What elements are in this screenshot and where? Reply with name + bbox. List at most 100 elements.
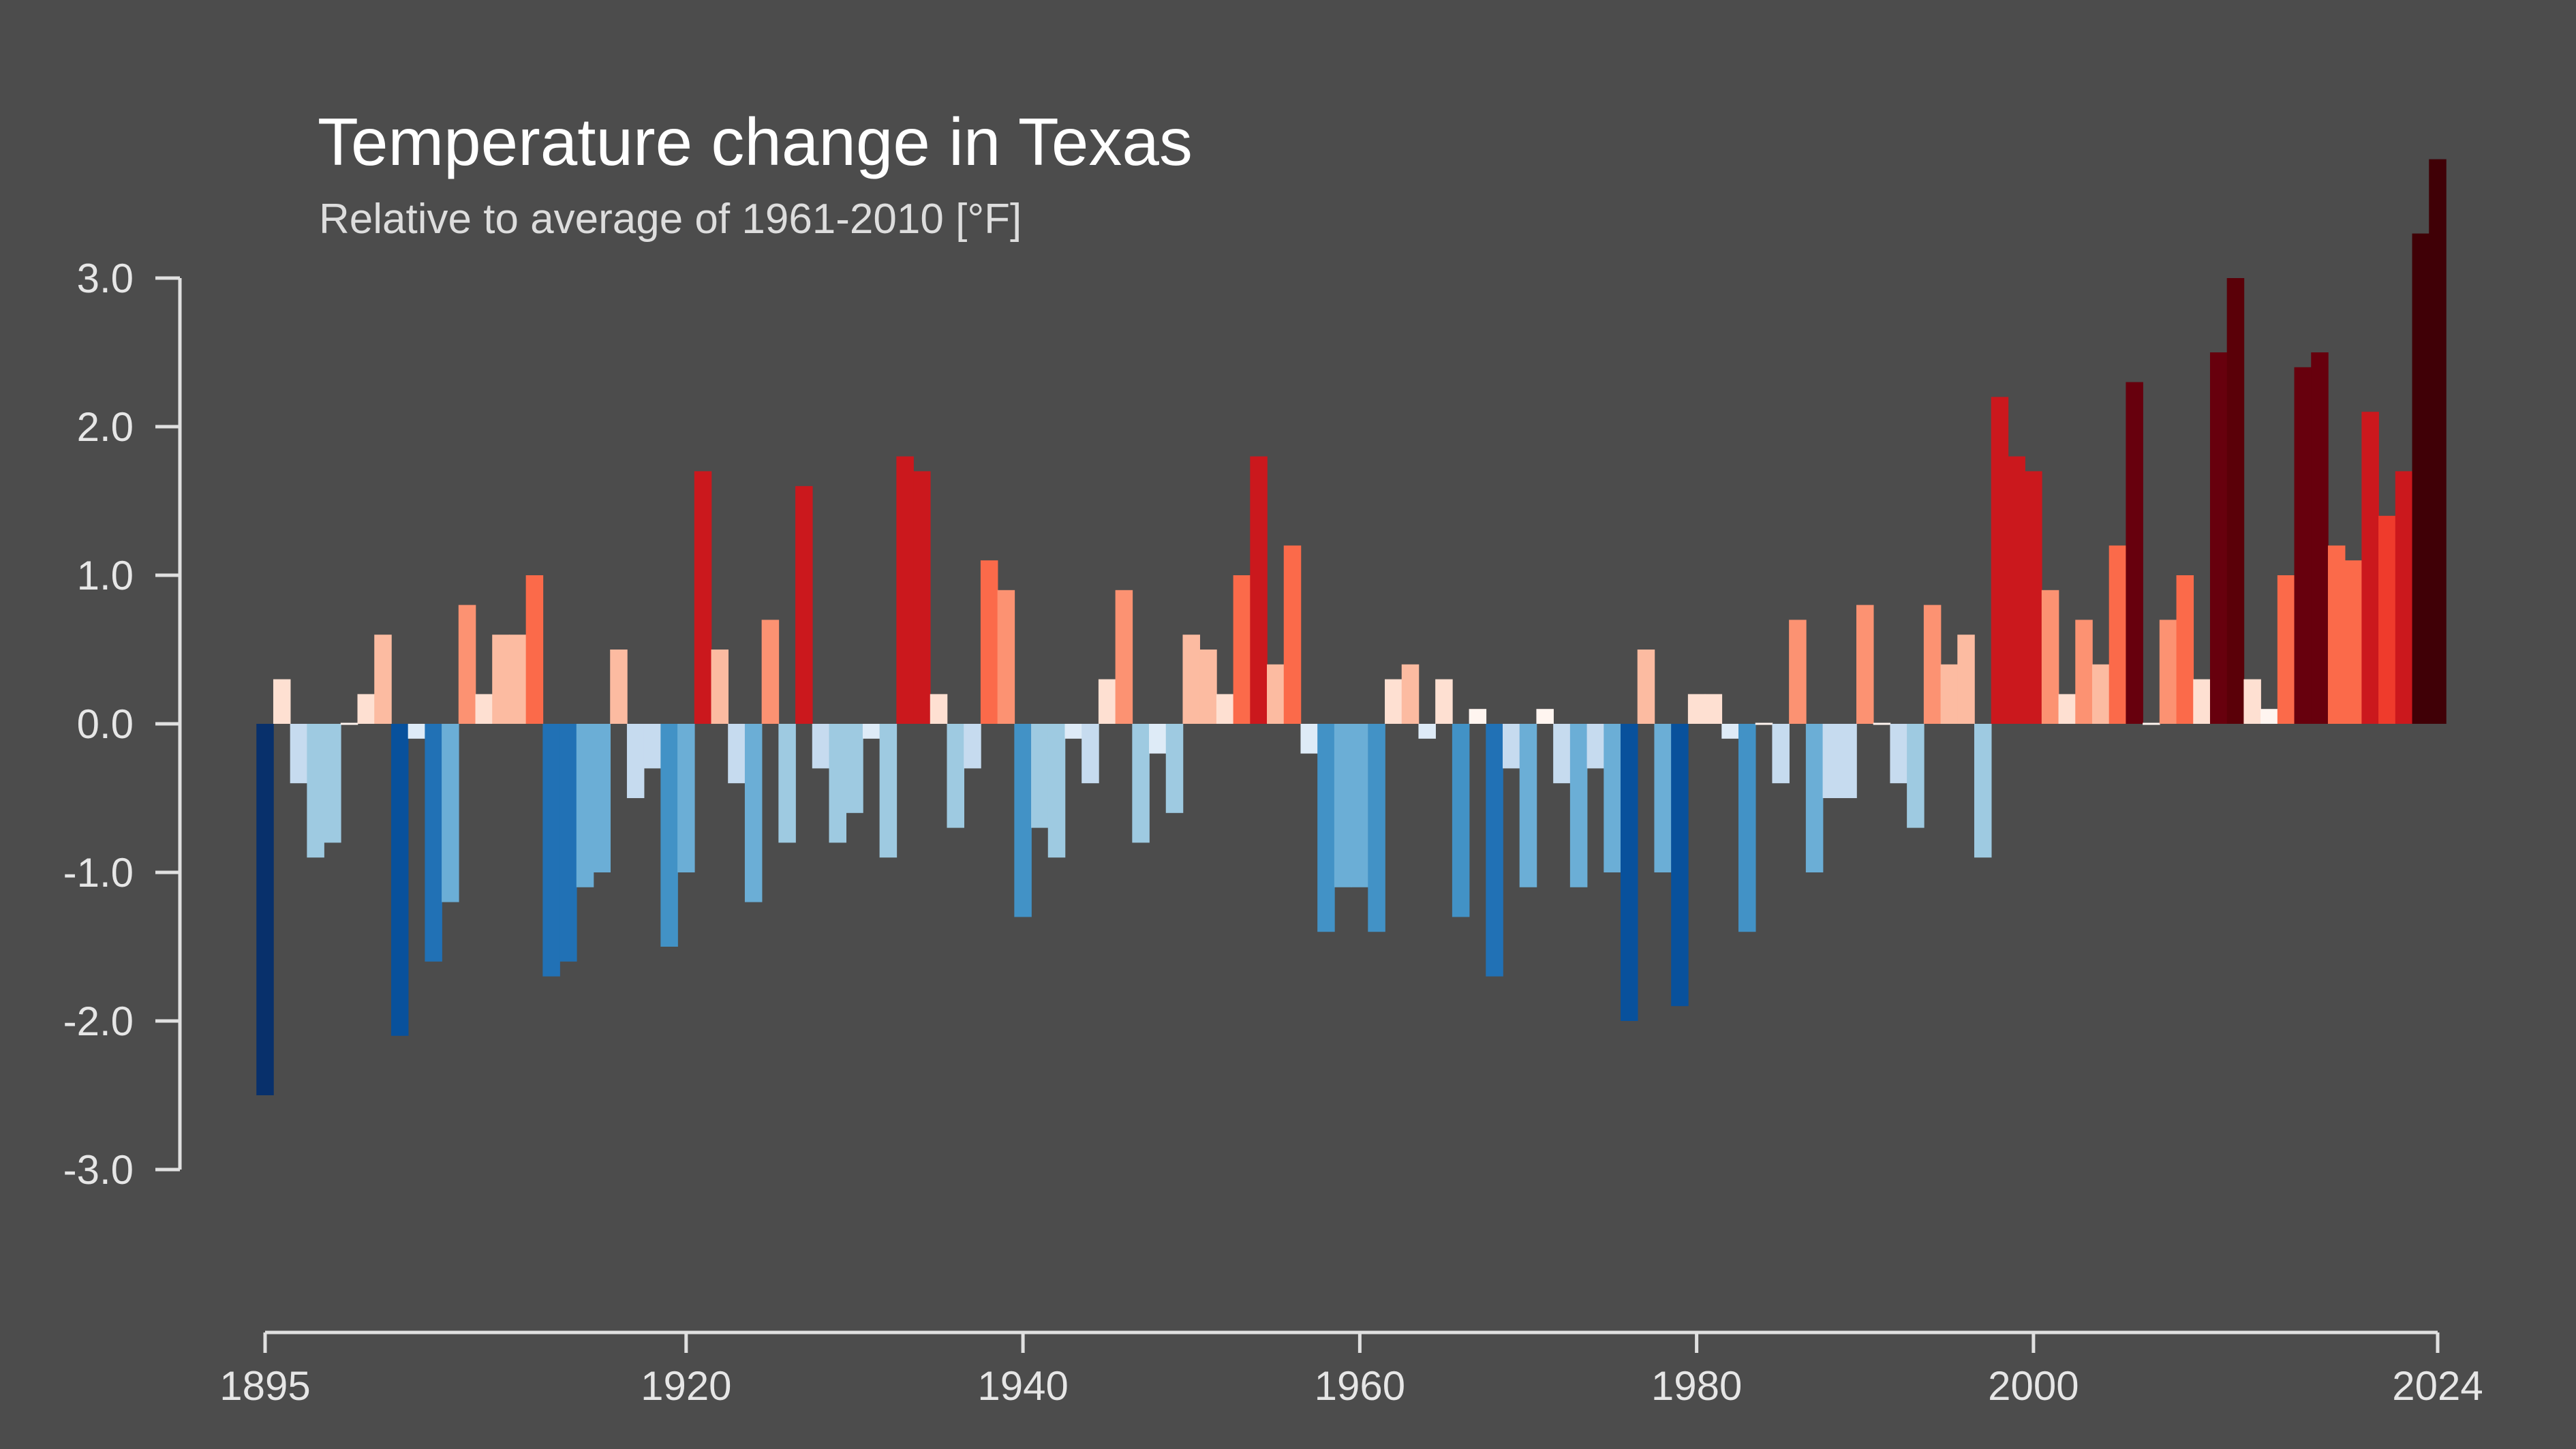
bar-2004 bbox=[2091, 664, 2110, 724]
bar-1941 bbox=[1031, 724, 1049, 828]
x-tick-label: 2000 bbox=[1988, 1363, 2079, 1409]
bar-2003 bbox=[2075, 620, 2093, 724]
y-tick-label: -2.0 bbox=[63, 998, 134, 1044]
bar-1978 bbox=[1654, 724, 1672, 872]
bar-1898 bbox=[307, 724, 324, 858]
bar-1932 bbox=[879, 724, 898, 858]
bar-2000 bbox=[2025, 471, 2042, 724]
bar-2009 bbox=[2176, 575, 2194, 724]
bar-1920 bbox=[677, 724, 695, 872]
bar-1927 bbox=[795, 486, 813, 724]
bar-2024 bbox=[2429, 159, 2447, 724]
bar-1974 bbox=[1586, 724, 1605, 769]
bar-1944 bbox=[1082, 724, 1099, 784]
bar-1906 bbox=[442, 724, 459, 902]
bar-1921 bbox=[694, 471, 712, 724]
bar-1992 bbox=[1890, 724, 1907, 784]
bar-1967 bbox=[1469, 709, 1487, 724]
bar-1937 bbox=[964, 724, 981, 769]
bar-1965 bbox=[1435, 679, 1453, 724]
bar-1901 bbox=[357, 694, 375, 724]
bar-1919 bbox=[660, 724, 678, 947]
x-tick-label: 1960 bbox=[1315, 1363, 1405, 1409]
bar-1915 bbox=[593, 724, 611, 872]
bar-1968 bbox=[1486, 724, 1503, 977]
bar-1961 bbox=[1368, 724, 1385, 932]
bar-2002 bbox=[2058, 694, 2076, 724]
bar-2014 bbox=[2260, 709, 2278, 724]
bar-1896 bbox=[273, 679, 291, 724]
bar-1929 bbox=[829, 724, 846, 843]
bar-1990 bbox=[1856, 605, 1874, 724]
bar-1939 bbox=[997, 590, 1015, 724]
bar-1911 bbox=[525, 575, 544, 724]
bar-1903 bbox=[390, 724, 409, 1036]
bar-1907 bbox=[458, 605, 476, 724]
bar-1953 bbox=[1233, 575, 1251, 724]
bar-1982 bbox=[1721, 724, 1739, 739]
bar-1985 bbox=[1772, 724, 1790, 784]
bar-1923 bbox=[728, 724, 746, 784]
bar-1976 bbox=[1621, 724, 1638, 1021]
bar-1988 bbox=[1822, 724, 1841, 798]
bar-1918 bbox=[643, 724, 662, 769]
bar-2005 bbox=[2109, 545, 2127, 724]
bar-2019 bbox=[2344, 560, 2363, 724]
bar-1971 bbox=[1536, 709, 1554, 724]
bar-1916 bbox=[610, 650, 628, 724]
chart-subtitle: Relative to average of 1961-2010 [°F] bbox=[319, 196, 1022, 243]
y-tick-label: -3.0 bbox=[63, 1147, 134, 1193]
bar-1900 bbox=[340, 722, 358, 725]
y-tick-label: 3.0 bbox=[77, 256, 134, 301]
bar-1977 bbox=[1637, 650, 1655, 724]
bar-1899 bbox=[324, 724, 341, 843]
y-tick-label: 2.0 bbox=[77, 404, 134, 450]
bar-1938 bbox=[980, 560, 998, 724]
bar-2006 bbox=[2126, 382, 2143, 724]
bar-1930 bbox=[846, 724, 863, 813]
bar-2011 bbox=[2209, 352, 2228, 724]
bar-1895 bbox=[256, 724, 274, 1095]
y-tick-label: 1.0 bbox=[77, 553, 134, 598]
bar-2023 bbox=[2412, 233, 2430, 724]
bar-1908 bbox=[475, 694, 493, 724]
bar-1980 bbox=[1687, 694, 1706, 724]
bar-1913 bbox=[559, 724, 577, 962]
bar-1969 bbox=[1503, 724, 1520, 769]
bar-1981 bbox=[1704, 694, 1723, 724]
bar-2013 bbox=[2243, 679, 2261, 724]
bar-2020 bbox=[2361, 412, 2379, 724]
bar-1995 bbox=[1940, 664, 1959, 724]
x-axis: 1895 1920 1940 1960 1980 2000 2024 bbox=[219, 1330, 2483, 1409]
bar-1946 bbox=[1115, 590, 1133, 724]
x-tick-label: 1895 bbox=[219, 1363, 310, 1409]
bar-1940 bbox=[1014, 724, 1032, 917]
bar-1910 bbox=[508, 635, 527, 724]
bar-1917 bbox=[626, 724, 645, 798]
bar-1951 bbox=[1199, 650, 1217, 724]
bar-1934 bbox=[913, 471, 931, 724]
bar-1979 bbox=[1671, 724, 1689, 1007]
bar-1904 bbox=[408, 724, 426, 739]
bar-1924 bbox=[744, 724, 763, 902]
bar-1996 bbox=[1957, 635, 1975, 724]
y-tick-label: -1.0 bbox=[63, 850, 134, 896]
bar-2008 bbox=[2159, 620, 2177, 724]
bar-1998 bbox=[1991, 397, 2009, 724]
bar-1986 bbox=[1789, 620, 1807, 724]
bar-1984 bbox=[1755, 722, 1773, 725]
bar-2012 bbox=[2226, 278, 2245, 724]
x-tick-label: 2024 bbox=[2392, 1363, 2483, 1409]
bar-1926 bbox=[778, 724, 796, 843]
bar-1905 bbox=[425, 724, 442, 962]
bar-1994 bbox=[1923, 605, 1942, 724]
bar-1931 bbox=[862, 724, 880, 739]
bar-1912 bbox=[542, 724, 560, 977]
bar-1897 bbox=[290, 724, 308, 784]
bar-1962 bbox=[1385, 679, 1402, 724]
bar-2022 bbox=[2395, 471, 2413, 724]
bar-1964 bbox=[1418, 724, 1436, 739]
bar-1928 bbox=[812, 724, 830, 769]
bar-1947 bbox=[1132, 724, 1150, 843]
bar-1933 bbox=[896, 456, 914, 724]
